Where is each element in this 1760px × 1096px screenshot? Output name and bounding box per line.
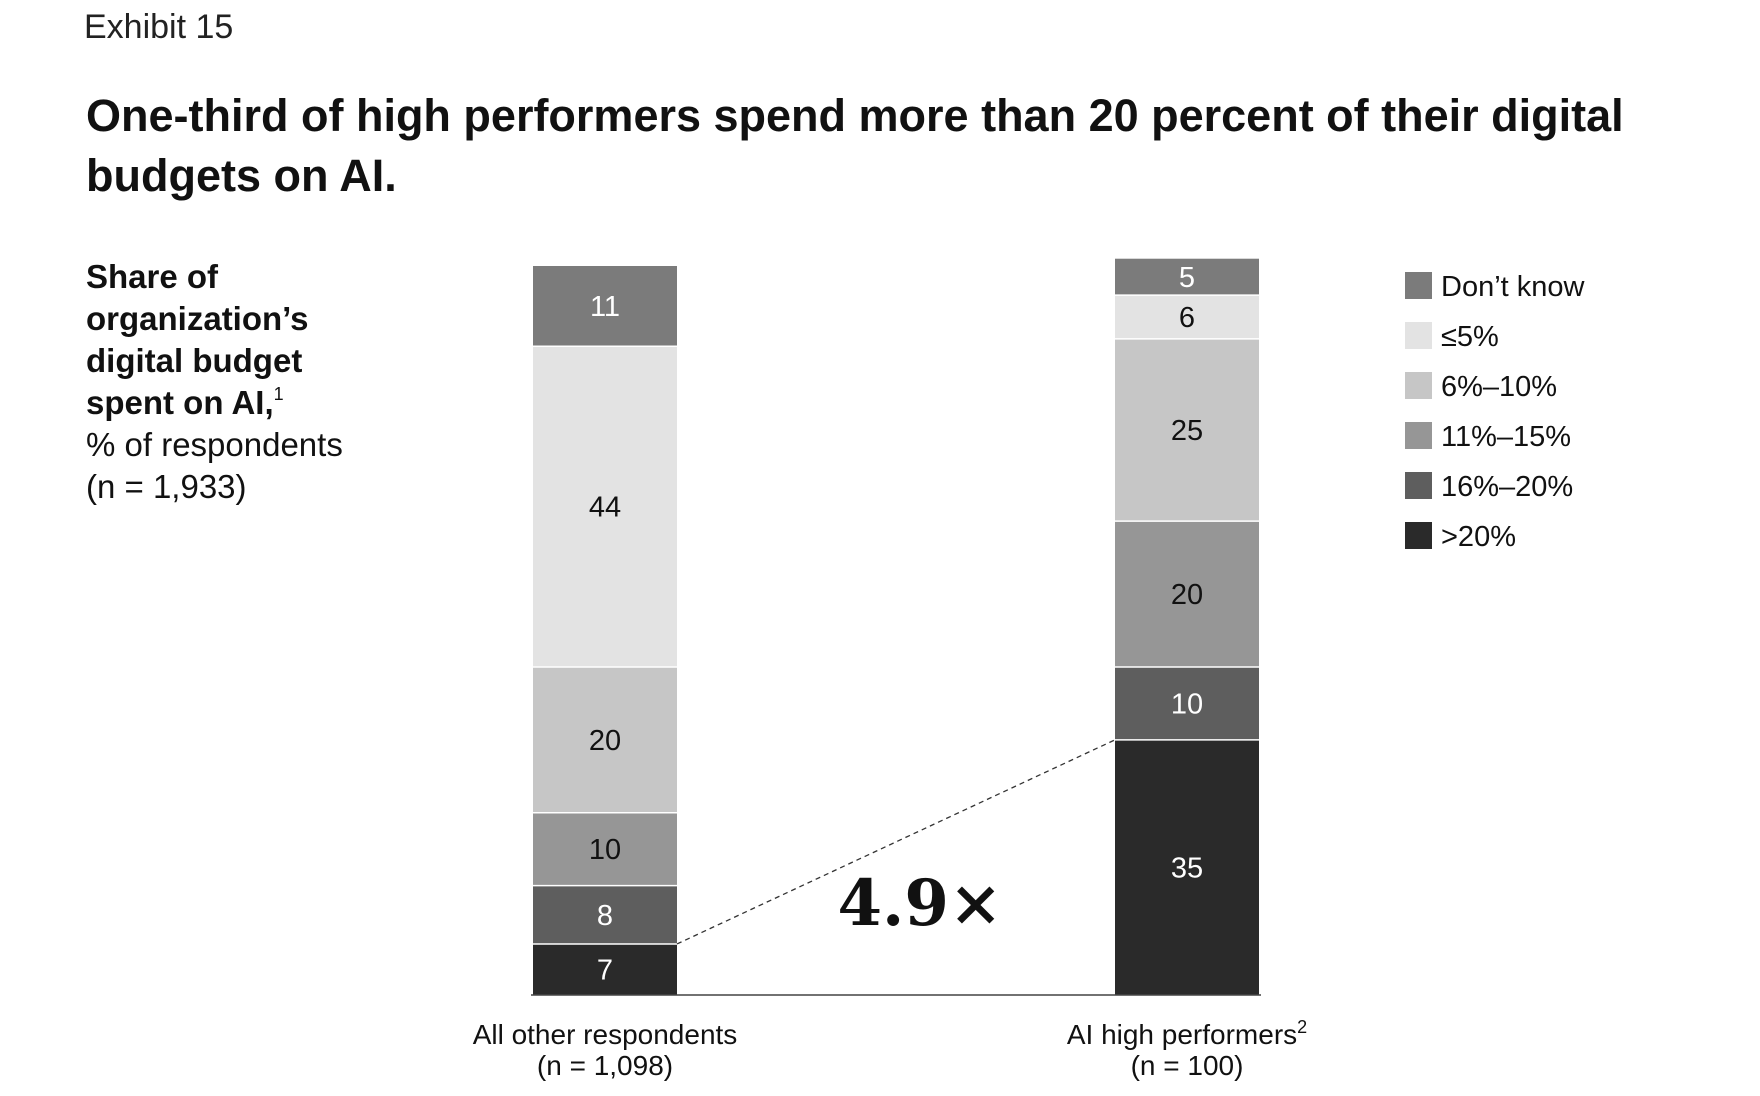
bar-segment-1-le5 <box>1115 295 1259 339</box>
legend-label-gt20: >20% <box>1441 521 1516 553</box>
bar-segment-0-don-t-know <box>533 266 677 347</box>
bar-segment-0-le5 <box>533 346 677 667</box>
category-footnote-1: 2 <box>1297 1017 1307 1037</box>
bar-segment-0-gt20 <box>533 943 677 995</box>
y-axis-unit: % of respondents <box>86 426 343 463</box>
category-name-0: All other respondents <box>473 1019 738 1050</box>
category-label-1: AI high performers2 <box>1067 1017 1307 1050</box>
exhibit-label: Exhibit 15 <box>84 8 234 46</box>
bar-segment-1-gt20 <box>1115 739 1259 995</box>
legend-swatch-6-10 <box>1405 372 1432 399</box>
data-label-1-11-15: 20 <box>1171 579 1203 611</box>
category-label-0: All other respondents <box>473 1019 738 1050</box>
legend-label-11-15: 11%–15% <box>1441 421 1571 453</box>
data-label-0-gt20: 7 <box>597 954 613 986</box>
y-axis-label: Share of organization’s digital budget s… <box>86 256 386 508</box>
legend-label-16-20: 16%–20% <box>1441 471 1573 503</box>
legend-swatch-don-t-know <box>1405 272 1432 299</box>
data-label-0-6-10: 20 <box>589 725 621 757</box>
y-axis-label-main: Share of organization’s digital budget s… <box>86 258 309 421</box>
bar-segment-1-6-10 <box>1115 338 1259 522</box>
category-sample-size-1: (n = 100) <box>1131 1050 1244 1081</box>
bar-segment-0-11-15 <box>533 812 677 886</box>
legend-label-6-10: 6%–10% <box>1441 371 1557 403</box>
data-label-1-6-10: 25 <box>1171 415 1203 447</box>
bar-segment-0-16-20 <box>533 885 677 944</box>
legend-swatch-11-15 <box>1405 422 1432 449</box>
data-label-1-16-20: 10 <box>1171 688 1203 720</box>
legend-swatch-gt20 <box>1405 522 1432 549</box>
legend-label-le5: ≤5% <box>1441 321 1499 353</box>
category-name-1: AI high performers <box>1067 1019 1297 1050</box>
data-label-0-16-20: 8 <box>597 900 613 932</box>
y-axis-footnote: 1 <box>273 384 284 404</box>
bar-segment-1-11-15 <box>1115 521 1259 667</box>
data-label-0-le5: 44 <box>589 492 621 524</box>
chart-title: One-third of high performers spend more … <box>86 90 1624 201</box>
annotation-multiplier: 4.9× <box>838 866 1003 941</box>
legend-swatch-le5 <box>1405 322 1432 349</box>
data-label-1-don-t-know: 5 <box>1179 262 1195 294</box>
data-label-1-gt20: 35 <box>1171 852 1203 884</box>
bar-segment-1-16-20 <box>1115 666 1259 740</box>
data-label-0-don-t-know: 11 <box>590 291 620 323</box>
category-sample-size-0: (n = 1,098) <box>537 1050 673 1081</box>
y-axis-sample-size: (n = 1,933) <box>86 468 247 505</box>
bar-segment-0-6-10 <box>533 666 677 813</box>
data-label-1-le5: 6 <box>1179 302 1195 334</box>
legend-label-don-t-know: Don’t know <box>1441 271 1586 303</box>
data-label-0-11-15: 10 <box>589 834 621 866</box>
bar-segment-1-don-t-know <box>1115 258 1259 296</box>
legend-swatch-16-20 <box>1405 472 1432 499</box>
